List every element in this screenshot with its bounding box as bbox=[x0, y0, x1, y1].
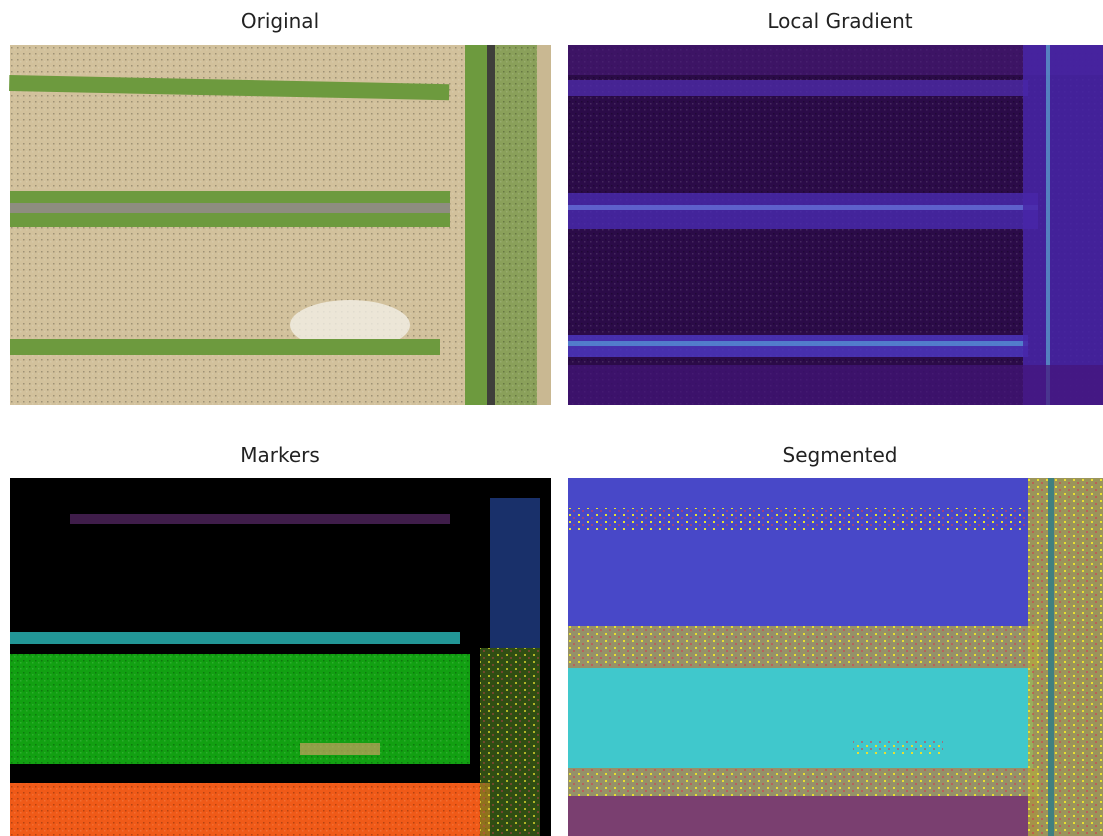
image-region bbox=[1046, 45, 1050, 405]
image-region bbox=[480, 648, 540, 836]
panel-markers: Markers bbox=[10, 443, 551, 836]
image-region bbox=[487, 45, 495, 405]
image-region bbox=[568, 45, 1103, 75]
image-region bbox=[1028, 478, 1103, 836]
panel-original: Original bbox=[9, 9, 551, 405]
image-region bbox=[1023, 45, 1103, 405]
image-region bbox=[568, 626, 1038, 668]
image-region bbox=[10, 203, 450, 213]
image bbox=[568, 478, 1103, 836]
image-region bbox=[853, 740, 943, 754]
image-region bbox=[10, 213, 450, 227]
panel-local-gradient: Local Gradient bbox=[568, 9, 1103, 405]
image-region bbox=[568, 508, 1033, 530]
page: Original Local Gradient bbox=[0, 0, 1103, 836]
image-region bbox=[495, 45, 537, 405]
image-region bbox=[465, 45, 487, 405]
image-region bbox=[568, 796, 1038, 836]
panel-title: Segmented bbox=[783, 443, 898, 467]
image-region bbox=[70, 514, 450, 524]
image-region bbox=[10, 654, 470, 764]
panel-segmented: Segmented bbox=[568, 443, 1103, 836]
image-region bbox=[568, 341, 1028, 346]
figure: Original Local Gradient bbox=[0, 0, 1103, 836]
image-region bbox=[568, 205, 1038, 210]
image-region bbox=[568, 668, 1033, 768]
image-region bbox=[10, 783, 490, 836]
image-region bbox=[568, 80, 1028, 96]
image-region bbox=[568, 193, 1038, 229]
panel-title: Local Gradient bbox=[767, 9, 912, 33]
image-region bbox=[300, 743, 380, 755]
image-region bbox=[490, 498, 540, 648]
panel-title: Markers bbox=[240, 443, 320, 467]
image-region bbox=[1048, 478, 1054, 836]
image bbox=[568, 45, 1103, 405]
image bbox=[10, 478, 551, 836]
image-region bbox=[10, 191, 450, 203]
image-region bbox=[10, 339, 440, 355]
image-region bbox=[10, 632, 460, 644]
panel-title: Original bbox=[241, 9, 319, 33]
image-region bbox=[568, 768, 1038, 796]
image bbox=[9, 45, 551, 405]
image-region bbox=[537, 45, 551, 405]
image-region bbox=[568, 365, 1103, 405]
